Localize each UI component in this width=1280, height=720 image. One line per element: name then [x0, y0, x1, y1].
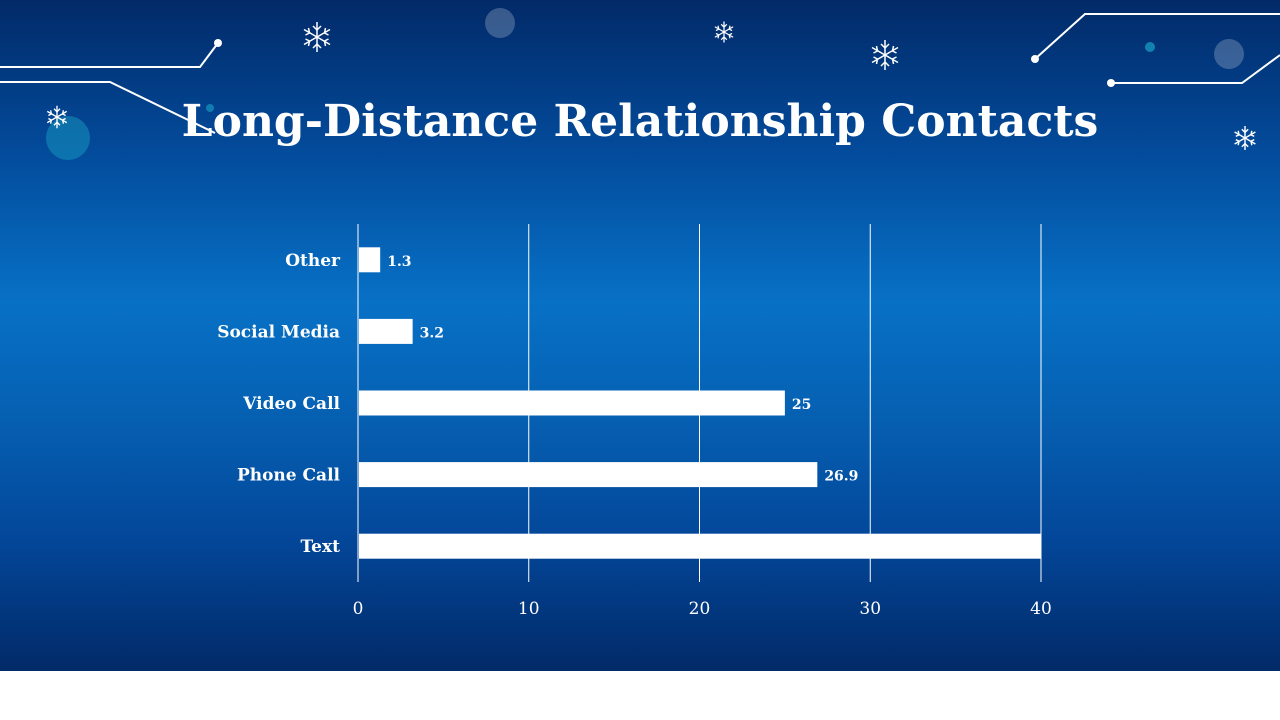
- category-label: Social Media: [217, 322, 340, 342]
- circuit-node-decoration: [1107, 79, 1115, 87]
- bubble-decoration: [485, 8, 515, 38]
- data-label: 3.2: [420, 325, 444, 341]
- bar-chart: 0 10 20 30 40 Other 1.3 Social Media 3.2 Video Ca…: [0, 0, 1280, 671]
- labels: 0 10 20 30 40 Other 1.3 Social Media 3.2 Video Ca…: [217, 251, 1052, 619]
- bar: [359, 247, 381, 273]
- category-label: Other: [285, 251, 341, 271]
- snowflake-icon: [1234, 125, 1256, 151]
- decor-layer: [0, 8, 1280, 160]
- bars: [359, 247, 1041, 559]
- circuit-line-decoration: [1034, 13, 1280, 60]
- bar: [359, 462, 818, 488]
- circuit-node-decoration: [1031, 55, 1039, 63]
- snowflake-icon: [714, 21, 734, 43]
- circuit-node-decoration: [214, 39, 222, 47]
- x-tick-label: 10: [518, 599, 540, 619]
- snowflake-icon: [871, 40, 899, 70]
- snowflake-icon: [303, 22, 331, 52]
- bar: [359, 533, 1041, 559]
- snowflake-icon: [46, 105, 68, 129]
- bar: [359, 318, 413, 344]
- x-tick-label: 0: [353, 599, 364, 619]
- bar: [359, 390, 785, 416]
- x-tick-label: 20: [689, 599, 711, 619]
- data-label: 26.9: [824, 469, 858, 485]
- bubble-decoration: [1214, 39, 1244, 69]
- x-tick-label: 30: [859, 599, 881, 619]
- category-label: Phone Call: [237, 466, 341, 486]
- slide: Long-Distance Relationship Contacts 0 10 2…: [0, 0, 1280, 671]
- circuit-line-decoration: [1111, 54, 1280, 84]
- data-label: 1.3: [387, 254, 411, 270]
- bubble-decoration: [1145, 42, 1155, 52]
- category-label: Text: [300, 537, 340, 557]
- data-label: 25: [792, 397, 811, 413]
- circuit-line-decoration: [0, 42, 219, 68]
- bubble-decoration: [206, 104, 214, 112]
- x-tick-label: 40: [1030, 599, 1052, 619]
- circuit-line-decoration: [0, 81, 216, 134]
- chart-title: Long-Distance Relationship Contacts: [181, 96, 1099, 147]
- category-label: Video Call: [242, 394, 340, 414]
